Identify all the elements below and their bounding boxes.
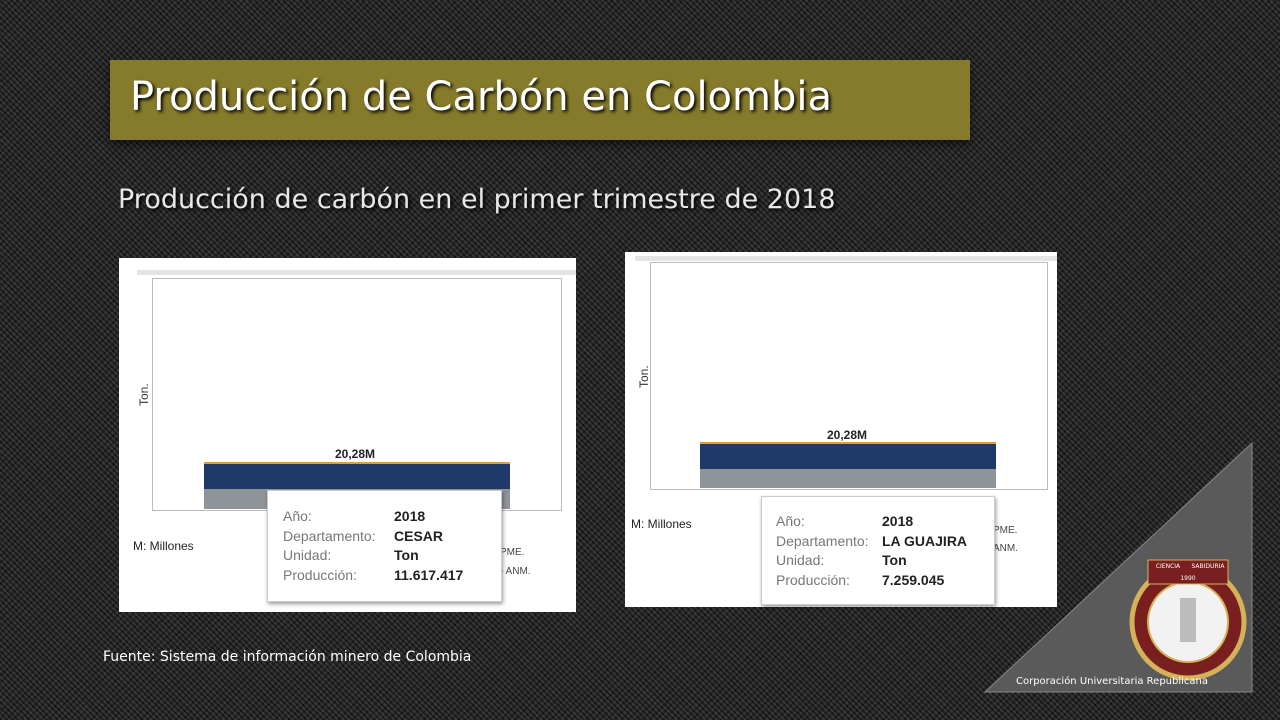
tooltip-label: Unidad: <box>776 552 825 568</box>
toolbar <box>137 270 576 275</box>
tooltip <box>761 496 995 605</box>
source-fragment: ANM. <box>993 543 1018 554</box>
tooltip-label: Departamento: <box>776 532 869 549</box>
tooltip-value: CESAR <box>394 527 444 544</box>
logo-tower <box>1180 598 1196 642</box>
logo-text: SABIDURIA <box>1192 563 1226 570</box>
bar-segment <box>204 462 510 489</box>
tooltip-value: LA GUAJIRA <box>882 532 968 549</box>
tooltip-value: 11.617.417 <box>394 566 464 583</box>
toolbar <box>635 256 1057 261</box>
tooltip-label: Departamento: <box>283 527 376 544</box>
plot-frame <box>650 262 1048 490</box>
slide-subtitle: Producción de carbón en el primer trimes… <box>118 184 836 215</box>
tooltip-label: Unidad: <box>283 547 332 563</box>
tooltip-value: 2018 <box>394 508 426 524</box>
tooltip-value: 7.259.045 <box>882 571 945 588</box>
tooltip-label: Año: <box>776 513 805 529</box>
tooltip <box>267 490 502 602</box>
bar-segment <box>700 442 996 469</box>
title-banner <box>110 60 970 140</box>
source-note: Fuente: Sistema de información minero de… <box>103 649 472 665</box>
unit-note: M: Millones <box>133 539 194 553</box>
tooltip-value: Ton <box>882 552 907 568</box>
source-fragment: PME. <box>500 547 525 558</box>
logo-text: CIENCIA <box>1156 563 1181 570</box>
tooltip-label: Producción: <box>283 566 357 583</box>
chart-panel: Ton. 20,28M M: Millones PME. ANM. Año: 20… <box>625 252 1057 607</box>
tooltip-label: Año: <box>283 508 312 524</box>
logo-text: 1990 <box>1180 575 1195 582</box>
footer-text: Corporación Universitaria Republicana <box>1016 676 1209 687</box>
total-label: 20,28M <box>826 428 868 442</box>
unit-note: M: Millones <box>631 517 692 531</box>
slide-title: Producción de Carbón en Colombia <box>130 74 833 120</box>
source-fragment: PME. <box>993 525 1018 536</box>
source-fragment: - ANM. <box>500 566 531 577</box>
bar-segment <box>700 469 996 488</box>
total-label: 20,28M <box>334 447 376 461</box>
tooltip-label: Producción: <box>776 571 850 588</box>
tooltip-value: 2018 <box>882 513 914 529</box>
logo-banner <box>1147 559 1229 585</box>
tooltip-value: Ton <box>394 547 419 563</box>
chart-panel: Ton. 20,28M M: Millones PME. - ANM. Año:… <box>119 258 576 612</box>
